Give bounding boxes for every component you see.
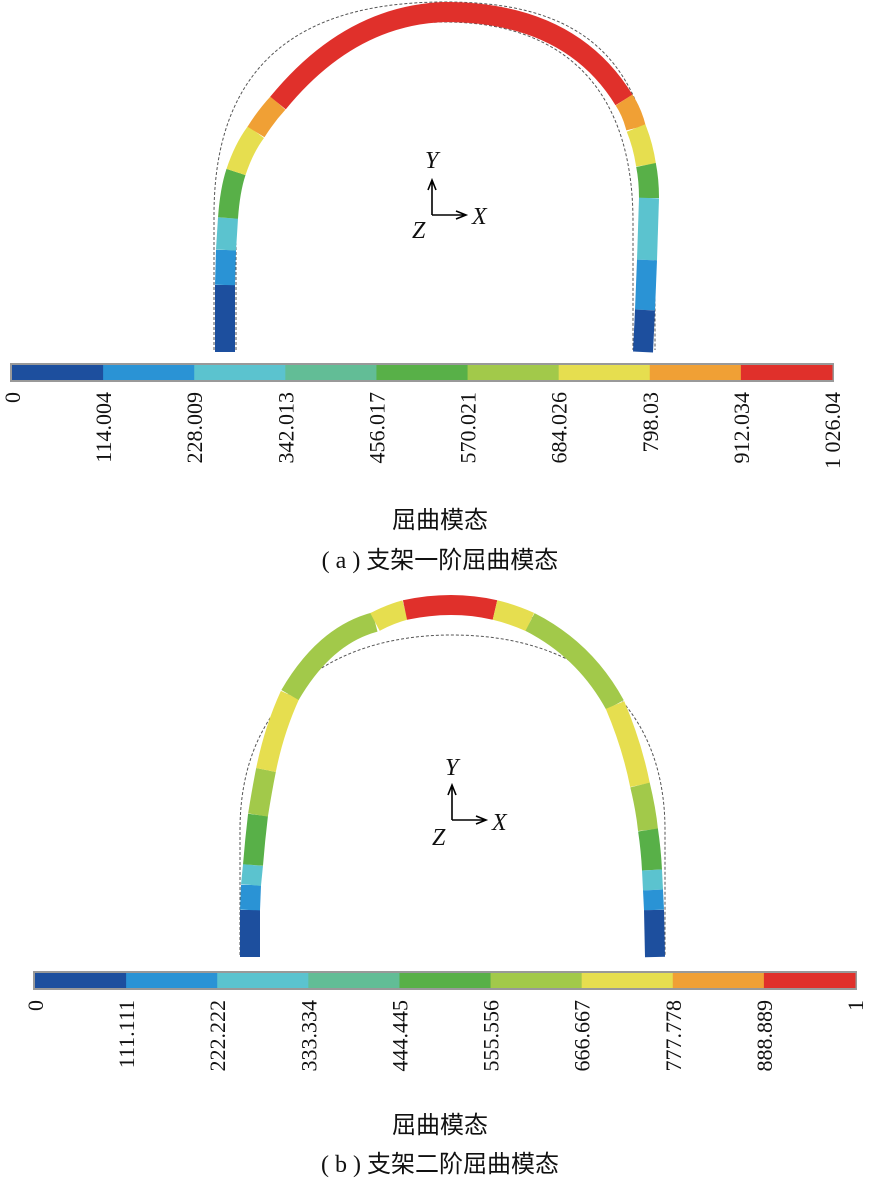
axis-y: Y	[425, 148, 441, 174]
colorbar-label: 444.445	[387, 1000, 412, 1072]
colorbar-label: 888.889	[752, 1000, 777, 1072]
colorbar-label: 114.004	[91, 392, 116, 463]
colorbar-label: 798.03	[638, 392, 663, 453]
colorbar-segment	[581, 973, 674, 988]
colorbar-segment	[649, 365, 742, 380]
axis-triad-b: Y X Z	[432, 755, 508, 851]
colorbar-segment	[672, 973, 765, 988]
axis-x: X	[471, 204, 488, 230]
colorbar-segment	[740, 365, 833, 380]
arch-b	[239, 595, 666, 958]
colorbar-label: 228.009	[182, 392, 207, 464]
axis-z: Z	[412, 218, 426, 244]
colorbar-label: 456.017	[364, 392, 389, 464]
colorbar-label: 912.034	[729, 392, 754, 464]
caption: ( a ) 支架一阶屈曲模态	[322, 547, 559, 574]
legends: 0 114.004 228.009 342.013 456.017 570.021 684.…	[0, 363, 868, 1178]
colorbar-label: 555.556	[479, 1000, 504, 1072]
colorbar-label: 0	[23, 1000, 48, 1011]
colorbar-segment	[217, 973, 309, 988]
colorbar-label: 570.021	[456, 392, 481, 464]
axis-y: Y	[445, 755, 461, 781]
colorbar-segment	[490, 973, 583, 988]
colorbar-segment	[126, 973, 218, 988]
outline	[261, 597, 646, 831]
colorbar-segment	[467, 365, 560, 380]
colorbar-label: 777.778	[661, 1000, 686, 1072]
colorbar-segment	[103, 365, 195, 380]
arch-a	[213, 1, 659, 353]
colorbar-segment	[376, 365, 469, 380]
outline	[239, 634, 666, 955]
colorbar-label: 111.111	[114, 1000, 139, 1068]
colorbar-label: 684.026	[547, 392, 572, 464]
colorbar-segment	[308, 973, 400, 988]
colorbar-label: 1	[843, 1000, 868, 1011]
outline	[213, 1, 656, 350]
colorbar-label: 666.667	[570, 1000, 595, 1072]
legend-title: 屈曲模态	[392, 507, 488, 534]
axis-x: X	[491, 810, 508, 836]
caption: ( b ) 支架二阶屈曲模态	[321, 1151, 559, 1178]
legend-title: 屈曲模态	[392, 1112, 488, 1139]
colorbar-segment	[399, 973, 492, 988]
colorbar-segment	[12, 365, 104, 380]
axis-z: Z	[432, 825, 446, 851]
axis-triad-a: Y X Z	[412, 148, 488, 244]
colorbar-segment	[558, 365, 651, 380]
colorbar-segment	[35, 973, 127, 988]
colorbar-segment	[285, 365, 377, 380]
colorbar-label: 1 026.04	[820, 392, 845, 469]
colorbar-segment	[194, 365, 286, 380]
colorbar-label: 342.013	[273, 392, 298, 464]
colorbar-label: 0	[0, 392, 25, 403]
colorbar-label: 222.222	[205, 1000, 230, 1072]
colorbar-label: 333.334	[296, 1000, 321, 1072]
colorbar-segment	[763, 973, 856, 988]
